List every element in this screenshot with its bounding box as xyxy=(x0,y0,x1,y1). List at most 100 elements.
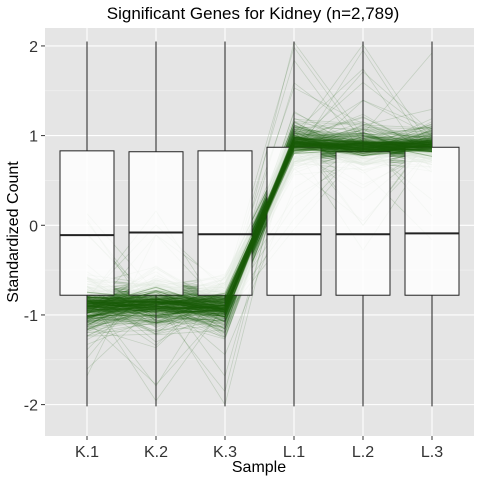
gene-line xyxy=(86,143,433,386)
box-body xyxy=(266,146,322,296)
gene-line xyxy=(86,142,433,304)
gene-line xyxy=(86,139,433,314)
gene-line xyxy=(86,141,433,311)
gene-line xyxy=(86,143,433,308)
gene-line xyxy=(86,118,433,393)
gene-line xyxy=(86,145,433,310)
gene-line xyxy=(86,133,433,323)
gene-line xyxy=(86,138,433,309)
gene-line xyxy=(86,138,433,323)
gene-line xyxy=(86,141,433,318)
gene-line xyxy=(86,138,433,300)
gene-line xyxy=(86,139,433,316)
y-axis: -2 -1 0 1 2 xyxy=(24,39,45,415)
gene-line xyxy=(86,108,433,313)
gene-line xyxy=(86,140,433,311)
gene-line xyxy=(86,142,433,305)
x-axis-title: Sample xyxy=(232,459,286,476)
gene-line xyxy=(86,130,433,336)
gene-line xyxy=(86,121,433,326)
gene-line xyxy=(86,141,433,313)
box-L.1 xyxy=(266,41,322,407)
gene-line xyxy=(86,139,433,311)
gene-line xyxy=(86,146,433,303)
gene-line xyxy=(86,134,433,335)
gene-line xyxy=(86,121,433,333)
gene-line xyxy=(86,139,433,304)
gene-line xyxy=(86,135,433,322)
gene-line xyxy=(86,142,433,314)
gene-line xyxy=(86,139,433,310)
gene-line xyxy=(86,52,433,314)
gene-line xyxy=(86,117,433,319)
gene-line xyxy=(86,129,433,326)
gene-line xyxy=(86,46,433,314)
gene-line xyxy=(86,124,433,335)
gene-line xyxy=(86,146,433,311)
gene-line xyxy=(86,142,433,325)
gene-line xyxy=(86,142,433,307)
gene-line xyxy=(86,132,433,314)
gene-line xyxy=(86,143,433,318)
gene-line xyxy=(86,145,433,322)
plot-panel xyxy=(45,28,474,436)
gene-line xyxy=(86,144,433,309)
gene-line xyxy=(86,138,433,313)
gene-line xyxy=(86,139,433,319)
gene-line xyxy=(86,137,433,331)
gene-line xyxy=(86,138,433,323)
gene-line xyxy=(86,141,433,321)
gene-line xyxy=(86,143,433,302)
gene-line xyxy=(86,135,433,333)
gene-line xyxy=(86,137,433,321)
gene-line xyxy=(86,142,433,313)
box-body xyxy=(128,151,184,296)
gene-line xyxy=(86,141,433,330)
gene-line xyxy=(86,133,433,308)
gene-line xyxy=(86,141,433,307)
gene-line xyxy=(86,131,433,328)
gene-line xyxy=(86,137,433,321)
gene-line xyxy=(86,122,433,330)
gene-line xyxy=(86,133,433,322)
y-tick-label: 0 xyxy=(29,218,38,235)
gene-line xyxy=(86,145,433,315)
gene-line xyxy=(86,41,433,318)
gene-line xyxy=(86,142,433,333)
gene-line xyxy=(86,142,433,316)
box-K.2 xyxy=(128,41,184,407)
x-axis: K.1 K.2 K.3 L.1 L.2 L.3 xyxy=(75,436,443,461)
gene-line xyxy=(86,141,433,340)
chart-title: Significant Genes for Kidney (n=2,789) xyxy=(107,4,399,23)
gene-line xyxy=(86,136,433,311)
gene-line xyxy=(86,124,433,327)
y-tick-label: -1 xyxy=(24,308,38,325)
gene-line xyxy=(86,139,433,317)
gene-line xyxy=(86,140,433,307)
gene-line xyxy=(86,135,433,313)
gene-line xyxy=(86,137,433,333)
gene-line xyxy=(86,146,433,322)
gene-line xyxy=(86,125,433,328)
gene-line xyxy=(86,132,433,337)
gene-line xyxy=(86,128,433,312)
gene-line xyxy=(86,143,433,324)
gene-line xyxy=(86,140,433,330)
gene-line xyxy=(86,142,433,312)
gene-line xyxy=(86,135,433,324)
gene-line xyxy=(86,143,433,323)
gene-line xyxy=(86,141,432,318)
gene-line xyxy=(86,141,433,318)
gene-line xyxy=(86,142,433,325)
gene-line xyxy=(86,121,433,325)
gene-line xyxy=(86,142,433,307)
y-tick-label: 1 xyxy=(29,129,38,146)
gene-line xyxy=(86,132,433,328)
gene-line xyxy=(86,148,433,337)
gene-line xyxy=(86,127,433,326)
gene-line xyxy=(86,140,433,305)
box-L.2 xyxy=(335,41,391,407)
gene-line xyxy=(86,140,433,322)
gene-line xyxy=(86,138,433,317)
gene-line xyxy=(86,140,433,301)
